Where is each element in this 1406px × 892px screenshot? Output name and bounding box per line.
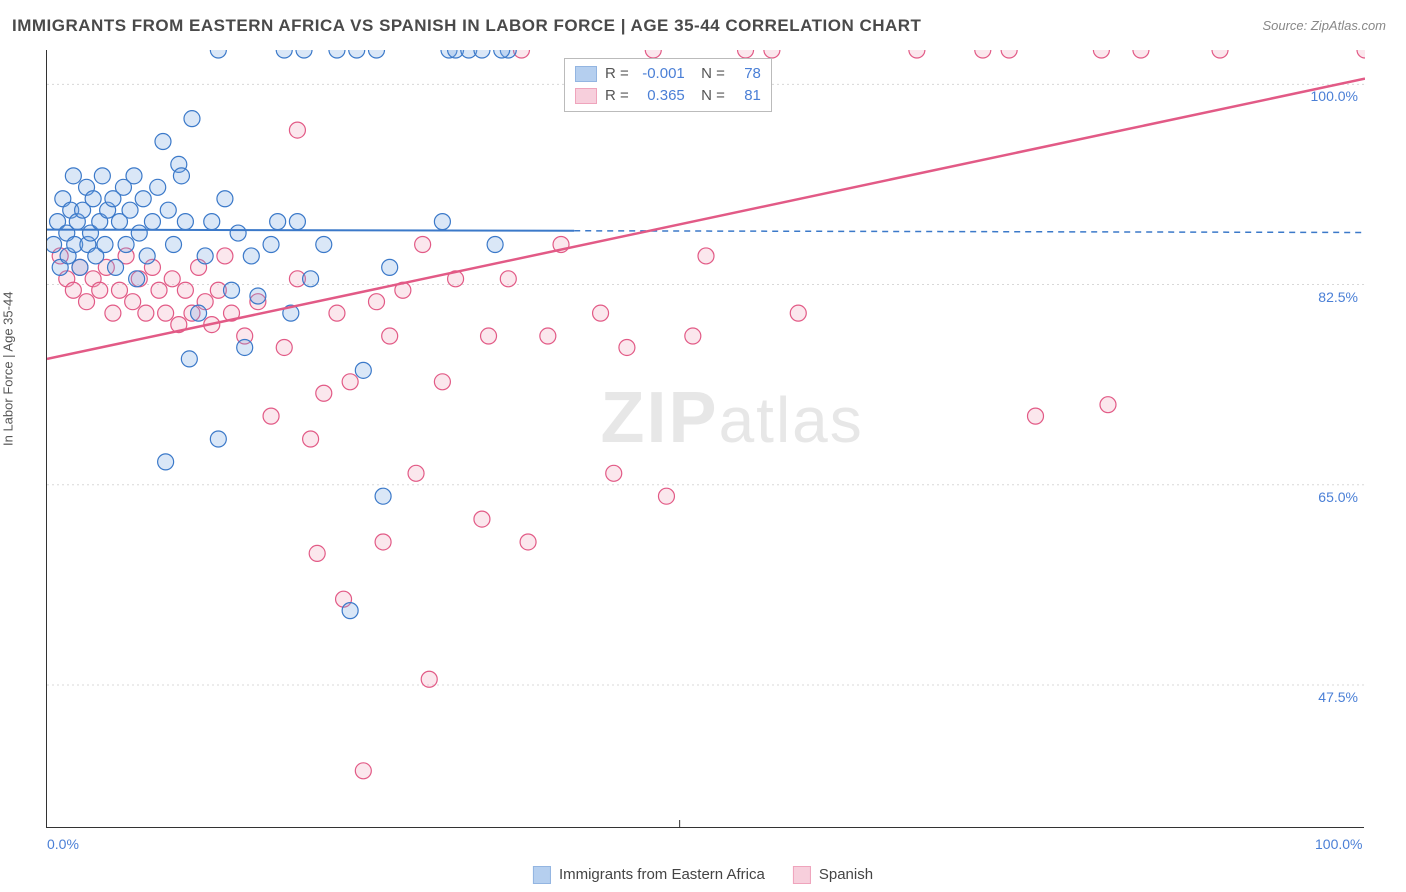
n-value: 78	[733, 63, 761, 85]
r-value: -0.001	[637, 63, 685, 85]
y-axis-label: In Labor Force | Age 35-44	[1, 292, 16, 446]
y-tick-label: 82.5%	[1318, 289, 1358, 305]
x-tick-label: 0.0%	[47, 836, 79, 852]
x-tick-label: 100.0%	[1315, 836, 1362, 852]
legend-swatch	[533, 866, 551, 884]
stats-row: R = -0.001 N = 78	[575, 63, 761, 85]
plot-area: ZIPatlas 47.5%65.0%82.5%100.0%0.0%100.0%	[46, 50, 1364, 828]
n-value: 81	[733, 85, 761, 107]
series-swatch	[575, 88, 597, 104]
source-attribution: Source: ZipAtlas.com	[1262, 18, 1386, 33]
r-value: 0.365	[637, 85, 685, 107]
chart-container: IMMIGRANTS FROM EASTERN AFRICA VS SPANIS…	[0, 0, 1406, 892]
n-label: N =	[693, 63, 725, 85]
legend-label: Immigrants from Eastern Africa	[559, 866, 765, 883]
r-label: R =	[605, 63, 629, 85]
legend-item: Spanish	[793, 866, 873, 884]
scatter-plot-svg	[47, 50, 1365, 828]
chart-title: IMMIGRANTS FROM EASTERN AFRICA VS SPANIS…	[12, 16, 921, 36]
legend-label: Spanish	[819, 866, 873, 883]
y-tick-label: 47.5%	[1318, 689, 1358, 705]
legend-item: Immigrants from Eastern Africa	[533, 866, 765, 884]
n-label: N =	[693, 85, 725, 107]
stats-row: R = 0.365 N = 81	[575, 85, 761, 107]
r-label: R =	[605, 85, 629, 107]
legend-swatch	[793, 866, 811, 884]
y-tick-label: 100.0%	[1311, 88, 1358, 104]
correlation-stats-box: R = -0.001 N = 78 R = 0.365 N = 81	[564, 58, 772, 112]
y-tick-label: 65.0%	[1318, 489, 1358, 505]
legend-bottom: Immigrants from Eastern Africa Spanish	[533, 866, 873, 884]
series-swatch	[575, 66, 597, 82]
